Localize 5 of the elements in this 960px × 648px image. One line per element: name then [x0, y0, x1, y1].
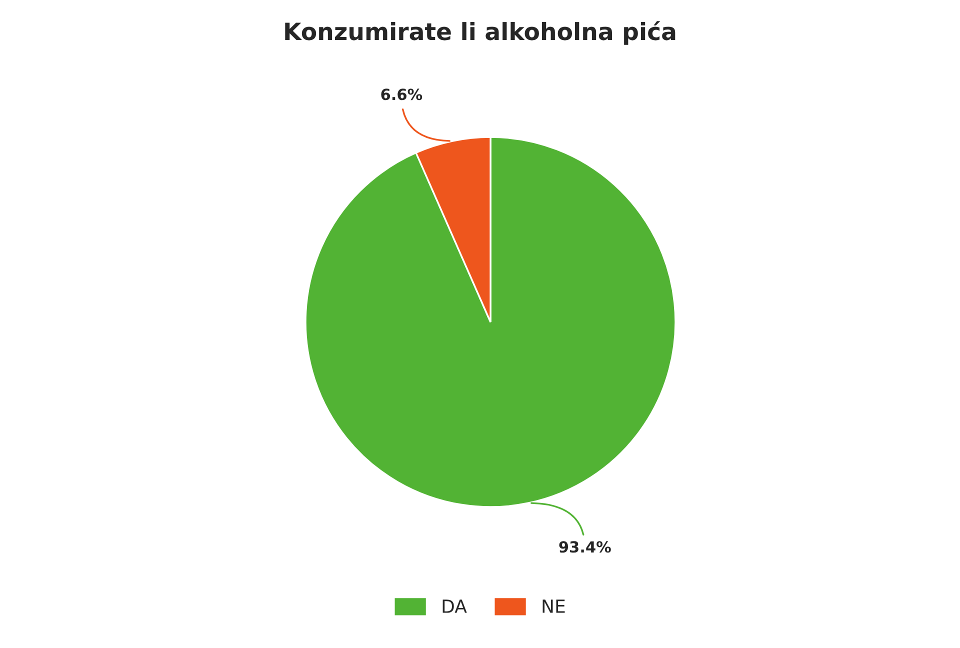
data-label: 93.4% [559, 541, 611, 553]
legend-label: DA [442, 600, 467, 613]
legend-label: NE [542, 600, 565, 613]
data-label: 6.6% [381, 88, 422, 100]
chart-title: Konzumirate li alkoholna pića [285, 21, 676, 45]
